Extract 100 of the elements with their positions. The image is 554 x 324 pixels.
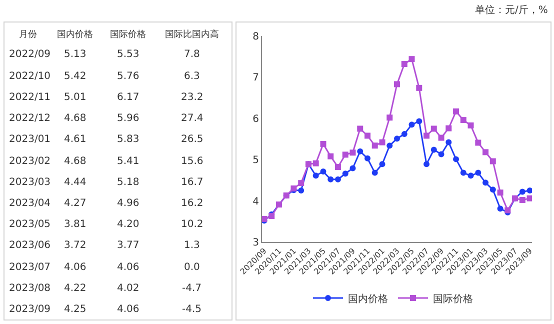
- data-label: -4.5: [182, 304, 202, 315]
- point: [320, 140, 326, 147]
- point: [379, 139, 386, 146]
- point: [394, 81, 400, 88]
- point: [416, 118, 422, 124]
- data-label: 5.01: [64, 92, 86, 103]
- point: [312, 172, 319, 179]
- data-label: 5.42: [64, 71, 86, 82]
- data-label: 4.25: [64, 304, 86, 315]
- y-tick-label: 5: [252, 155, 259, 166]
- point: [372, 170, 378, 176]
- y-tick-label: 6: [252, 114, 259, 125]
- category-label: 2023/02: [9, 156, 51, 167]
- category-label: 2023/03: [9, 177, 51, 188]
- data-label: 5.41: [117, 156, 140, 167]
- point: [468, 172, 474, 179]
- data-label: 1.3: [184, 240, 200, 251]
- data-label: 5.76: [117, 71, 140, 82]
- category-label: 2022/10: [9, 71, 51, 82]
- data-label: 7.8: [184, 49, 200, 60]
- point: [438, 134, 444, 141]
- point: [453, 156, 460, 162]
- point: [401, 131, 408, 138]
- point: [460, 170, 466, 176]
- text: 月份: [19, 29, 37, 40]
- point: [350, 150, 356, 156]
- data-label: 3.77: [117, 240, 140, 251]
- point: [342, 170, 348, 177]
- point: [320, 168, 326, 175]
- point: [424, 132, 430, 139]
- data-label: 4.02: [117, 283, 140, 294]
- point: [342, 152, 348, 158]
- y-tick-label: 3: [252, 238, 259, 248]
- text: 单位：元/斤，%: [475, 4, 548, 16]
- data-label: 3.81: [64, 219, 86, 230]
- data-label: 4.68: [64, 156, 86, 167]
- data-label: 15.6: [181, 156, 204, 167]
- point: [453, 108, 460, 114]
- point: [372, 142, 378, 149]
- point: [364, 132, 370, 139]
- point: [364, 155, 370, 162]
- point: [526, 195, 532, 202]
- point: [460, 117, 466, 124]
- y-tick-label: 8: [252, 32, 259, 42]
- point: [519, 188, 526, 195]
- data-label: -4.7: [182, 283, 202, 294]
- data-label: 6.17: [117, 92, 140, 103]
- category-label: 2022/12: [9, 113, 51, 124]
- category-label: 2022/11: [9, 92, 51, 103]
- data-label: 4.06: [64, 262, 86, 273]
- point: [416, 84, 422, 91]
- data-label: 4.20: [117, 219, 140, 230]
- point: [312, 160, 319, 166]
- point: [379, 161, 386, 168]
- point: [446, 139, 452, 146]
- data-label: 4.61: [64, 134, 86, 145]
- point: [446, 125, 452, 132]
- text: 国内价格: [57, 29, 93, 40]
- point: [482, 180, 489, 186]
- data-label: 5.13: [64, 49, 86, 60]
- point: [497, 206, 504, 212]
- data-label: 4.96: [117, 198, 140, 209]
- point: [394, 136, 400, 142]
- point: [482, 149, 489, 156]
- point: [350, 165, 356, 172]
- point: [408, 122, 415, 128]
- data-label: 10.2: [181, 219, 204, 230]
- data-label: 4.27: [64, 198, 86, 209]
- data-label: 4.06: [117, 304, 140, 315]
- data-label: 16.2: [181, 198, 204, 209]
- point: [497, 190, 504, 196]
- y-tick-label: 4: [252, 196, 259, 208]
- y-tick-label: 7: [252, 72, 259, 84]
- point: [519, 196, 526, 203]
- point: [386, 114, 393, 121]
- category-label: 2022/09: [9, 49, 51, 60]
- data-label: 5.83: [117, 134, 140, 145]
- data-label: 4.68: [64, 113, 86, 124]
- point: [386, 142, 393, 149]
- data-label: 4.06: [117, 262, 140, 273]
- legend-label: 国际价格: [433, 292, 473, 305]
- data-label: 0.0: [184, 262, 200, 273]
- data-label: 16.7: [181, 177, 204, 188]
- data-label: 23.2: [181, 92, 204, 103]
- point: [298, 180, 304, 186]
- point: [526, 188, 532, 194]
- category-label: 2023/05: [9, 219, 51, 230]
- category-label: 2023/08: [9, 283, 51, 294]
- data-label: 27.4: [181, 113, 204, 124]
- data-label: 5.53: [117, 49, 140, 60]
- data-label: 6.3: [184, 71, 200, 82]
- point: [430, 146, 437, 153]
- point: [438, 151, 444, 158]
- data-label: 26.5: [181, 134, 204, 145]
- point: [430, 126, 437, 132]
- point: [334, 176, 341, 182]
- point: [490, 158, 496, 164]
- data-label: 3.72: [64, 240, 86, 251]
- data-label: 5.18: [117, 177, 140, 188]
- point: [408, 56, 415, 62]
